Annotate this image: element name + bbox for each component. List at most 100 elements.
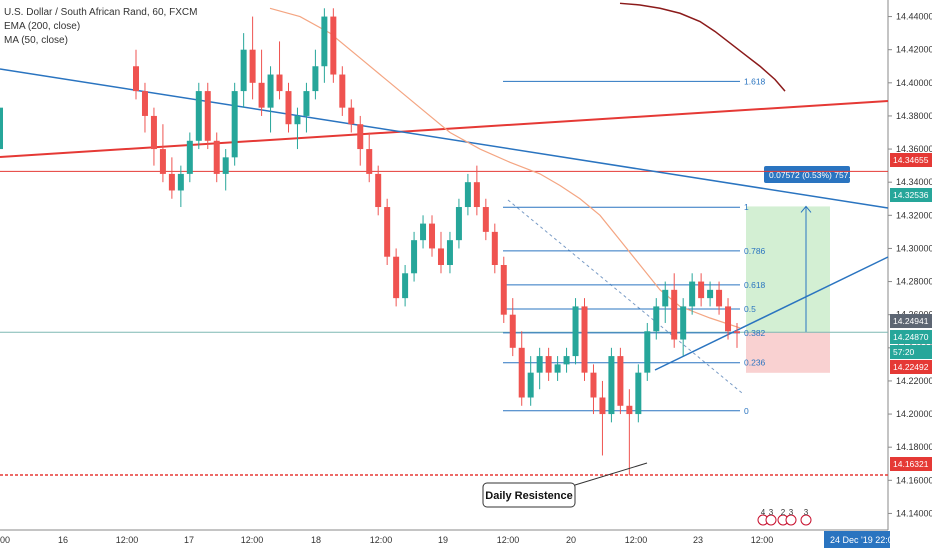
axis-price-tag <box>890 360 932 374</box>
candle-body <box>133 66 139 92</box>
axis-price-tag-label: 14.32536 <box>893 190 929 200</box>
candle-body <box>437 248 444 265</box>
candle-body <box>599 397 606 415</box>
price-tick-label: 14.40000 <box>896 78 932 88</box>
fib-level-label: 0.382 <box>744 328 766 338</box>
candle-body <box>482 207 489 232</box>
time-tick-label: 00 <box>0 535 10 545</box>
axis-price-tag-label: 57:20 <box>893 347 915 357</box>
time-tick-label: 12:00 <box>116 535 139 545</box>
candle-body <box>420 223 427 241</box>
price-tick-label: 14.18000 <box>896 442 932 452</box>
price-tick-label: 14.38000 <box>896 111 932 121</box>
ma-50-line <box>269 7 741 329</box>
candle-body <box>671 289 678 340</box>
candle-body <box>402 273 409 299</box>
time-tick-label: 12:00 <box>241 535 264 545</box>
time-tick-label: 16 <box>58 535 68 545</box>
fib-level-label: 0 <box>744 406 749 416</box>
candle-body <box>411 240 418 274</box>
fib-diagonal <box>507 199 743 394</box>
price-tick-label: 14.30000 <box>896 243 932 253</box>
candle-body <box>545 356 552 373</box>
candle-body <box>509 314 516 348</box>
price-tick-label: 14.22000 <box>896 376 932 386</box>
candle-body <box>689 281 696 307</box>
annotation-box <box>482 482 576 508</box>
candle-body <box>312 66 319 92</box>
candle-body <box>734 331 740 333</box>
time-tick-label: 17 <box>184 535 194 545</box>
candle-body <box>473 182 480 208</box>
candle-body <box>446 240 453 265</box>
measure-label: 0.07572 (0.53%) 757.2 <box>769 170 856 180</box>
price-tick-label: 14.20000 <box>896 409 932 419</box>
candle-body <box>518 347 525 398</box>
axis-price-tag <box>890 457 932 471</box>
ema-legend: EMA (200, close) <box>4 21 81 32</box>
candle-body <box>159 149 166 174</box>
price-tick-label: 14.42000 <box>896 45 932 55</box>
economic-event-count: 2 <box>781 508 786 517</box>
falling-blue-trendline <box>0 68 889 209</box>
axis-price-tag <box>890 330 932 344</box>
chart-legend: U.S. Dollar / South African Rand, 60, FX… <box>4 6 197 48</box>
candle-body <box>491 231 498 265</box>
candle-body <box>0 107 3 150</box>
candle-body <box>258 82 265 108</box>
annotation-pointer <box>574 462 648 486</box>
candle-body <box>590 372 597 398</box>
axis-price-tag-label: 14.24941 <box>893 316 929 326</box>
fib-level-label: 1.618 <box>744 76 766 86</box>
rising-blue-trendline <box>654 256 889 371</box>
economic-event-count: 3 <box>789 508 794 517</box>
candle-body <box>563 356 570 365</box>
candle-body <box>608 356 615 415</box>
candle-body <box>222 157 229 174</box>
candle-body <box>662 289 669 307</box>
candle-body <box>231 91 238 158</box>
candle-body <box>366 149 373 174</box>
candle-body <box>500 265 507 315</box>
candle-body <box>572 306 579 357</box>
axis-price-tag-label: 14.34655 <box>893 155 929 165</box>
time-tick-label: 12:00 <box>497 535 520 545</box>
candle-body <box>276 74 283 92</box>
time-tick-label: 23 <box>693 535 703 545</box>
candle-body <box>716 289 723 307</box>
candle-body <box>240 49 247 92</box>
economic-event-count: 3 <box>769 508 774 517</box>
price-tick-label: 14.16000 <box>896 475 932 485</box>
rising-red-trendline <box>0 100 889 158</box>
symbol-title: U.S. Dollar / South African Rand, 60, FX… <box>4 7 198 18</box>
economic-event-icon <box>785 514 797 526</box>
candles-group <box>133 8 740 476</box>
axis-price-tag <box>890 314 932 328</box>
crosshair-date-label: 24 Dec '19 22:00 <box>830 535 898 545</box>
candle-body <box>554 364 561 373</box>
candle-body <box>357 124 364 150</box>
candle-body <box>635 372 642 415</box>
axis-price-tag-label: 14.24870 <box>893 332 929 342</box>
candle-body <box>168 173 175 191</box>
candle-body <box>321 16 328 67</box>
price-tick-label: 14.32000 <box>896 210 932 220</box>
price-tick-label: 14.14000 <box>896 508 932 518</box>
fib-level-label: 0.618 <box>744 280 766 290</box>
crosshair-date-box <box>824 531 890 548</box>
price-tick-label: 14.28000 <box>896 277 932 287</box>
candle-body <box>267 74 274 108</box>
price-tick-label: 14.34000 <box>896 177 932 187</box>
price-tick-label: 14.36000 <box>896 144 932 154</box>
ma-legend: MA (50, close) <box>4 35 68 46</box>
candle-body <box>195 91 202 141</box>
axis-price-tag <box>890 188 932 202</box>
candle-body <box>303 91 310 116</box>
candle-body <box>707 289 714 299</box>
candle-body <box>393 256 400 299</box>
candle-body <box>375 173 382 208</box>
axis-price-tag-label: 14.22492 <box>893 362 929 372</box>
time-tick-label: 12:00 <box>751 535 774 545</box>
measure-label-box <box>764 166 850 183</box>
